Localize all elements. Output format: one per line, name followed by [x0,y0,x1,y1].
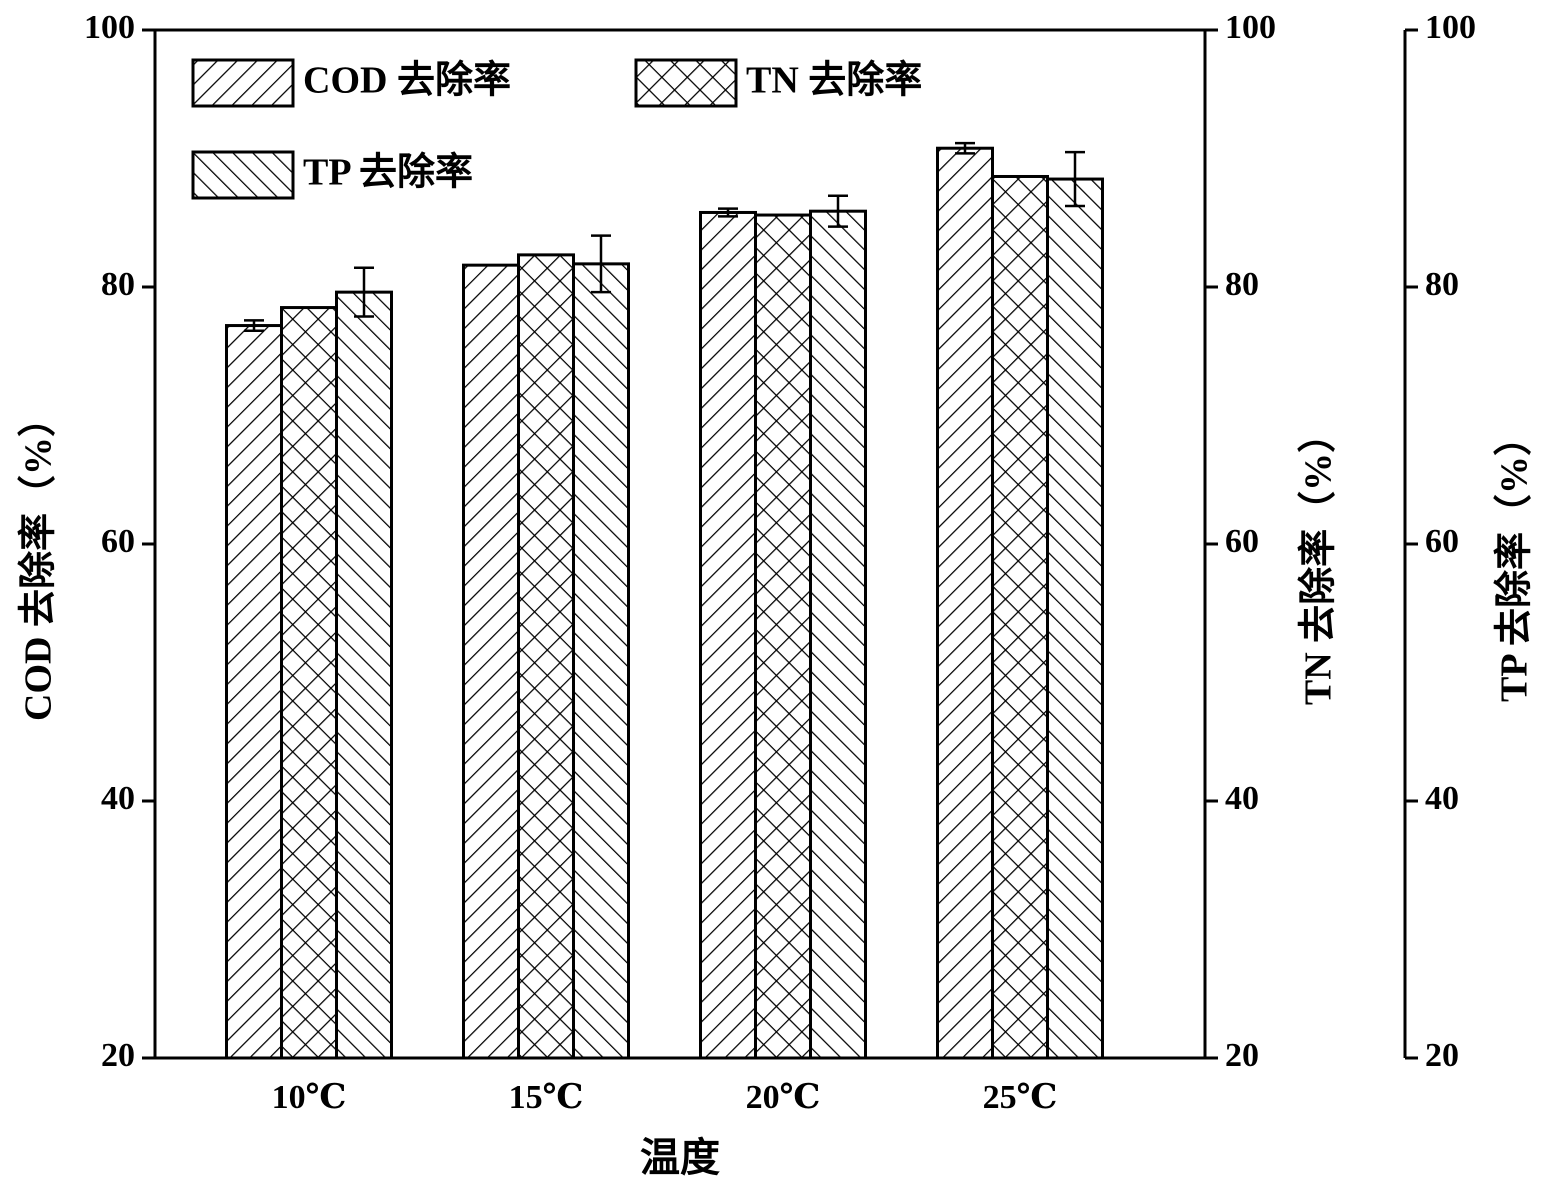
y2-tick-label: 80 [1225,266,1259,303]
error-bar [828,194,848,228]
legend-swatch [634,58,738,108]
bar [462,263,520,1060]
y-tick-label: 40 [101,780,135,817]
bar [699,210,757,1060]
y-tick-label: 60 [101,523,135,560]
bar [572,262,630,1060]
y2-tick-label: 20 [1225,1037,1259,1074]
bar [1046,177,1104,1060]
y3-tick-label: 40 [1425,780,1459,817]
bar [225,324,283,1060]
error-bar [1065,150,1085,208]
bar [517,253,575,1060]
y3-tick-label: 60 [1425,523,1459,560]
y3-tick-label: 20 [1425,1037,1459,1074]
y2-axis-title: TN 去除率（%） [1297,415,1340,705]
y2-tick-label: 60 [1225,523,1259,560]
error-bar [591,234,611,294]
x-tick-label: 15℃ [509,1079,584,1116]
y2-tick-label: 100 [1225,9,1276,46]
error-bar [354,266,374,318]
x-tick-label: 25℃ [983,1079,1058,1116]
legend-label: COD 去除率 [303,59,511,102]
y-tick-label: 20 [101,1037,135,1074]
legend-swatch [191,58,295,108]
bar [280,306,338,1060]
error-bar [244,319,264,332]
x-tick-label: 20℃ [746,1079,821,1116]
x-axis-title: 温度 [640,1135,720,1180]
y3-tick-label: 80 [1425,266,1459,303]
error-bar [718,207,738,218]
legend-swatch [191,150,295,200]
y-tick-label: 80 [101,266,135,303]
bar [991,174,1049,1060]
y3-tick-label: 100 [1425,9,1476,46]
bar [936,146,994,1060]
bar [754,213,812,1060]
bar [809,209,867,1060]
error-bar [955,141,975,155]
x-tick-label: 10℃ [272,1079,347,1116]
y3-axis-title: TP 去除率（%） [1493,418,1536,702]
y-axis-title: COD 去除率（%） [17,399,60,721]
y-tick-label: 100 [84,9,135,46]
y2-tick-label: 40 [1225,780,1259,817]
bar [335,290,393,1060]
legend-label: TN 去除率 [746,59,922,102]
legend-label: TP 去除率 [303,151,473,194]
